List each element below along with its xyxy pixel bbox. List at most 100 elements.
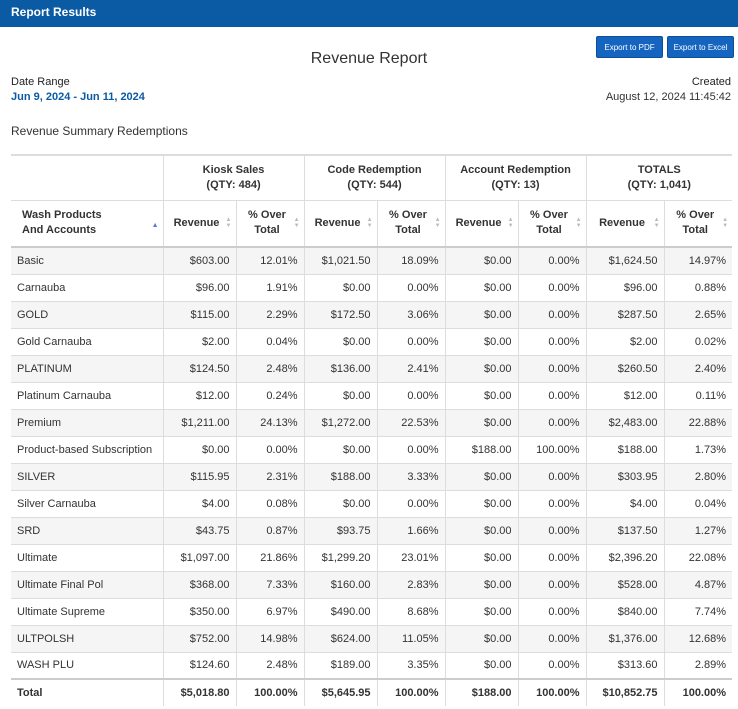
revenue-cell: $115.95 [163, 462, 237, 490]
total-percent-cell: 100.00% [377, 678, 446, 706]
revenue-cell: $490.00 [304, 597, 378, 625]
percent-cell: 21.86% [236, 543, 305, 571]
table-row: GOLD $115.00 2.29% $172.50 3.06% $0.00 0.00% $2… [11, 300, 733, 328]
percent-cell: 1.66% [377, 516, 446, 544]
table-row: Carnauba $96.00 1.91% $0.00 0.00% $0.00 0.00% $… [11, 273, 733, 301]
percent-cell: 2.80% [664, 462, 733, 490]
sort-icon: ▲ ▼ [653, 217, 660, 230]
total-revenue-cell: $188.00 [445, 678, 519, 706]
group-header-totals: TOTALS (QTY: 1,041) [586, 154, 733, 200]
col-header-revenue[interactable]: Revenue ▲ ▼ [163, 199, 237, 248]
table-row: WASH PLU $124.60 2.48% $189.00 3.35% $0.00 0.0… [11, 651, 733, 679]
revenue-cell: $12.00 [163, 381, 237, 409]
table-row: Ultimate Supreme $350.00 6.97% $490.00 8.68%… [11, 597, 733, 625]
col-header-revenue[interactable]: Revenue ▲ ▼ [445, 199, 519, 248]
revenue-cell: $172.50 [304, 300, 378, 328]
revenue-cell: $0.00 [445, 543, 519, 571]
col-header-pct[interactable]: % Over Total ▲ ▼ [518, 199, 587, 248]
percent-cell: 2.41% [377, 354, 446, 382]
group-qty: (QTY: 1,041) [627, 178, 691, 191]
percent-cell: 1.73% [664, 435, 733, 463]
revenue-cell: $0.00 [445, 408, 519, 436]
product-name-cell: SILVER [11, 462, 164, 490]
total-percent-cell: 100.00% [664, 678, 733, 706]
product-name-cell: Silver Carnauba [11, 489, 164, 517]
percent-cell: 0.00% [377, 381, 446, 409]
revenue-cell: $0.00 [445, 597, 519, 625]
revenue-cell: $96.00 [586, 273, 665, 301]
revenue-cell: $0.00 [445, 624, 519, 652]
col-header-pct[interactable]: % Over Total ▲ ▼ [236, 199, 305, 248]
percent-cell: 3.33% [377, 462, 446, 490]
product-name-cell: WASH PLU [11, 651, 164, 679]
percent-cell: 0.02% [664, 327, 733, 355]
revenue-cell: $0.00 [445, 651, 519, 679]
total-row: Total $5,018.80 100.00% $5,645.95 100.00% $18… [11, 678, 733, 706]
col-header-revenue[interactable]: Revenue ▲ ▼ [586, 199, 665, 248]
percent-cell: 0.00% [518, 489, 587, 517]
group-header-account: Account Redemption (QTY: 13) [445, 154, 587, 200]
col-header-pct[interactable]: % Over Total ▲ ▼ [664, 199, 733, 248]
product-name-cell: GOLD [11, 300, 164, 328]
revenue-cell: $0.00 [445, 327, 519, 355]
revenue-cell: $136.00 [304, 354, 378, 382]
revenue-cell: $188.00 [586, 435, 665, 463]
percent-cell: 2.83% [377, 570, 446, 598]
percent-cell: 1.27% [664, 516, 733, 544]
section-title: Revenue Summary Redemptions [11, 124, 188, 138]
revenue-cell: $1,097.00 [163, 543, 237, 571]
col-header-text: Revenue [599, 216, 645, 229]
col-header-revenue[interactable]: Revenue ▲ ▼ [304, 199, 378, 248]
product-name-cell: Basic [11, 246, 164, 274]
revenue-cell: $0.00 [304, 489, 378, 517]
revenue-cell: $303.95 [586, 462, 665, 490]
group-header-code: Code Redemption (QTY: 544) [304, 154, 446, 200]
revenue-cell: $350.00 [163, 597, 237, 625]
product-name-cell: Carnauba [11, 273, 164, 301]
revenue-cell: $0.00 [445, 462, 519, 490]
col-header-text: % Over [389, 209, 427, 222]
export-excel-button[interactable]: Export to Excel [667, 36, 734, 58]
percent-cell: 1.91% [236, 273, 305, 301]
percent-cell: 6.97% [236, 597, 305, 625]
revenue-cell: $188.00 [304, 462, 378, 490]
percent-cell: 4.87% [664, 570, 733, 598]
created-value: August 12, 2024 11:45:42 [605, 91, 731, 103]
revenue-cell: $124.60 [163, 651, 237, 679]
col-header-text: Revenue [173, 216, 220, 229]
col-header-text: % Over [248, 209, 286, 222]
export-pdf-button[interactable]: Export to PDF [596, 36, 663, 58]
col-header-text: Total [682, 224, 708, 237]
revenue-cell: $313.60 [586, 651, 665, 679]
percent-cell: 0.00% [377, 327, 446, 355]
revenue-cell: $1,272.00 [304, 408, 378, 436]
product-name-cell: ULTPOLSH [11, 624, 164, 652]
group-qty: (QTY: 544) [347, 178, 402, 191]
revenue-cell: $840.00 [586, 597, 665, 625]
col-header-pct[interactable]: % Over Total ▲ ▼ [377, 199, 446, 248]
revenue-cell: $0.00 [445, 273, 519, 301]
percent-cell: 0.00% [518, 543, 587, 571]
revenue-cell: $0.00 [445, 570, 519, 598]
table-row: Ultimate Final Pol $368.00 7.33% $160.00 2.8… [11, 570, 733, 598]
percent-cell: 0.87% [236, 516, 305, 544]
col-header-product[interactable]: Wash Products And Accounts ▲ [11, 199, 164, 248]
percent-cell: 0.00% [377, 489, 446, 517]
revenue-cell: $0.00 [304, 435, 378, 463]
revenue-cell: $368.00 [163, 570, 237, 598]
percent-cell: 0.00% [518, 381, 587, 409]
group-header-empty [11, 154, 164, 200]
col-header-text: % Over [676, 209, 715, 222]
percent-cell: 14.98% [236, 624, 305, 652]
percent-cell: 0.00% [518, 246, 587, 274]
percent-cell: 0.11% [664, 381, 733, 409]
percent-cell: 2.48% [236, 354, 305, 382]
revenue-cell: $1,299.20 [304, 543, 378, 571]
revenue-cell: $0.00 [445, 354, 519, 382]
revenue-cell: $0.00 [304, 327, 378, 355]
revenue-cell: $93.75 [304, 516, 378, 544]
percent-cell: 0.00% [518, 408, 587, 436]
table-row: ULTPOLSH $752.00 14.98% $624.00 11.05% $0.00 0… [11, 624, 733, 652]
percent-cell: 24.13% [236, 408, 305, 436]
revenue-cell: $0.00 [445, 246, 519, 274]
